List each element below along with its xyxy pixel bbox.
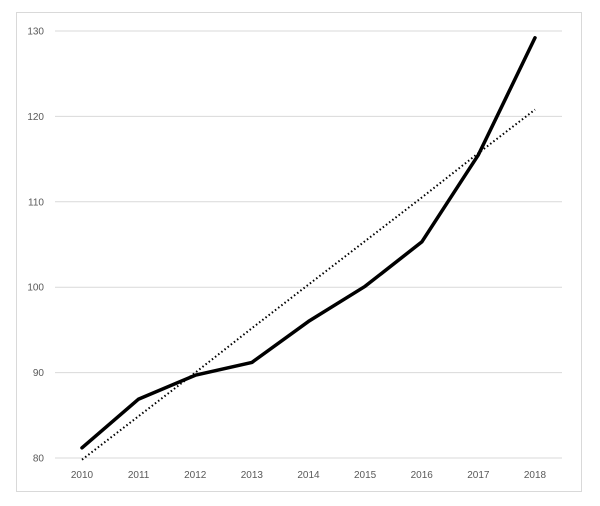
y-axis: 80 90 100 110 120 130 xyxy=(27,27,44,465)
y-tick-label: 130 xyxy=(27,27,44,38)
x-tick-label: 2011 xyxy=(128,470,150,481)
chart-frame xyxy=(16,12,582,492)
series-line-solid xyxy=(80,36,537,450)
x-tick-label: 2010 xyxy=(71,470,94,481)
x-tick-label: 2016 xyxy=(411,470,434,481)
x-axis: 2010 2011 2012 2013 2014 2015 2016 2017 2018 xyxy=(71,470,547,481)
y-tick-label: 90 xyxy=(33,368,45,379)
y-tick-label: 110 xyxy=(28,197,44,208)
gridlines xyxy=(55,30,562,459)
x-tick-label: 2017 xyxy=(467,470,490,481)
x-tick-label: 2012 xyxy=(184,470,207,481)
trendline-dotted xyxy=(81,108,536,461)
series-layer xyxy=(80,36,537,461)
x-tick-label: 2013 xyxy=(241,470,264,481)
y-tick-label: 80 xyxy=(33,454,45,465)
y-tick-label: 100 xyxy=(27,283,44,294)
x-tick-label: 2015 xyxy=(354,470,377,481)
y-tick-label: 120 xyxy=(27,112,44,123)
x-tick-label: 2018 xyxy=(524,470,547,481)
x-tick-label: 2014 xyxy=(297,470,320,481)
